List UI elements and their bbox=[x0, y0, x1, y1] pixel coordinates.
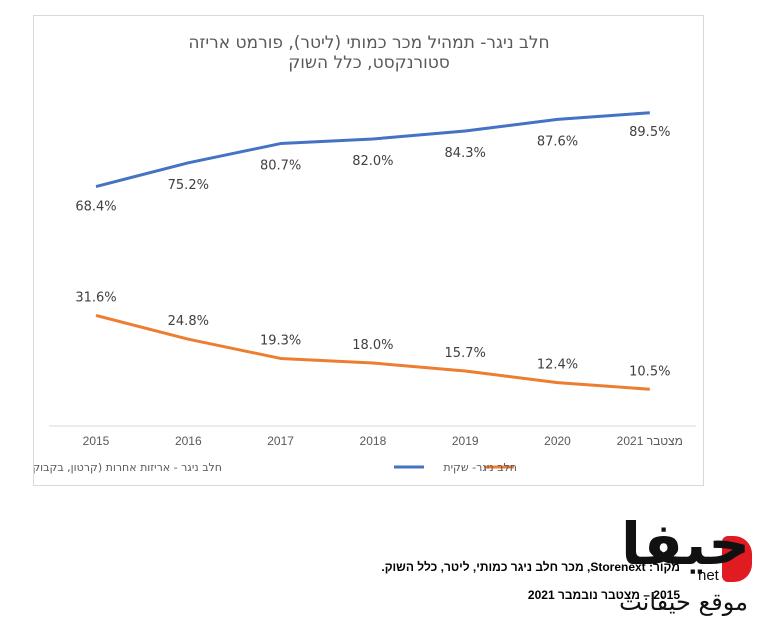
logo-accent-shape bbox=[722, 536, 752, 582]
data-label: 84.3% bbox=[445, 146, 486, 161]
chart-title-line-1: חלב ניגר- תמהיל מכר כמותי (ליטר), פורמט … bbox=[188, 33, 549, 53]
data-label: 89.5% bbox=[629, 125, 670, 140]
source-line-1: מקור: Storenext, מכר חלב ניגר כמותי, ליט… bbox=[381, 560, 680, 574]
data-label: 75.2% bbox=[168, 178, 209, 193]
data-label: 18.0% bbox=[352, 338, 393, 353]
x-tick-label: 2020 bbox=[544, 434, 571, 448]
data-label: 19.3% bbox=[260, 333, 301, 348]
data-label: 31.6% bbox=[75, 290, 116, 305]
data-label: 87.6% bbox=[537, 134, 578, 149]
x-tick-label: 2015 bbox=[83, 434, 110, 448]
chart-title-line-2: סטורנקסט, כלל השוק bbox=[288, 53, 450, 73]
x-tick-label: 2016 bbox=[175, 434, 202, 448]
logo-net-text: net bbox=[698, 567, 719, 584]
series-line-packaging bbox=[95, 111, 650, 189]
chart-frame: חלב ניגר- תמהיל מכר כמותי (ליטר), פורמט … bbox=[33, 15, 704, 486]
x-tick-label: 2021 מצטבר bbox=[617, 434, 683, 448]
data-label: 24.8% bbox=[168, 314, 209, 329]
data-label: 12.4% bbox=[537, 358, 578, 373]
data-label: 68.4% bbox=[75, 200, 116, 215]
x-tick-label: 2018 bbox=[360, 434, 387, 448]
legend-label-bag: חלב ניגר- שקית bbox=[443, 461, 517, 474]
logo-subtitle: موقع حيفانت bbox=[619, 588, 748, 616]
data-label: 82.0% bbox=[352, 154, 393, 169]
haifa-net-logo: حيفا net موقع حيفانت bbox=[560, 510, 760, 630]
source-line-2: 2015 – מצטבר נובמבר 2021 bbox=[527, 588, 680, 602]
source-note: מקור: Storenext, מכר חלב ניגר כמותי, ליט… bbox=[330, 560, 680, 602]
data-label: 10.5% bbox=[629, 364, 670, 379]
data-label: 15.7% bbox=[445, 346, 486, 361]
x-tick-label: 2017 bbox=[267, 434, 294, 448]
legend-label-packaging: חלב ניגר - אריזות אחרות (קרטון, בקבוק, כ… bbox=[34, 461, 222, 474]
logo-main-text: حيفا bbox=[621, 510, 752, 578]
data-label: 80.7% bbox=[260, 159, 301, 174]
x-tick-label: 2019 bbox=[452, 434, 479, 448]
legend: חלב ניגר - אריזות אחרות (קרטון, בקבוק, כ… bbox=[34, 461, 517, 474]
line-chart: חלב ניגר- תמהיל מכר כמותי (ליטר), פורמט … bbox=[34, 33, 696, 474]
